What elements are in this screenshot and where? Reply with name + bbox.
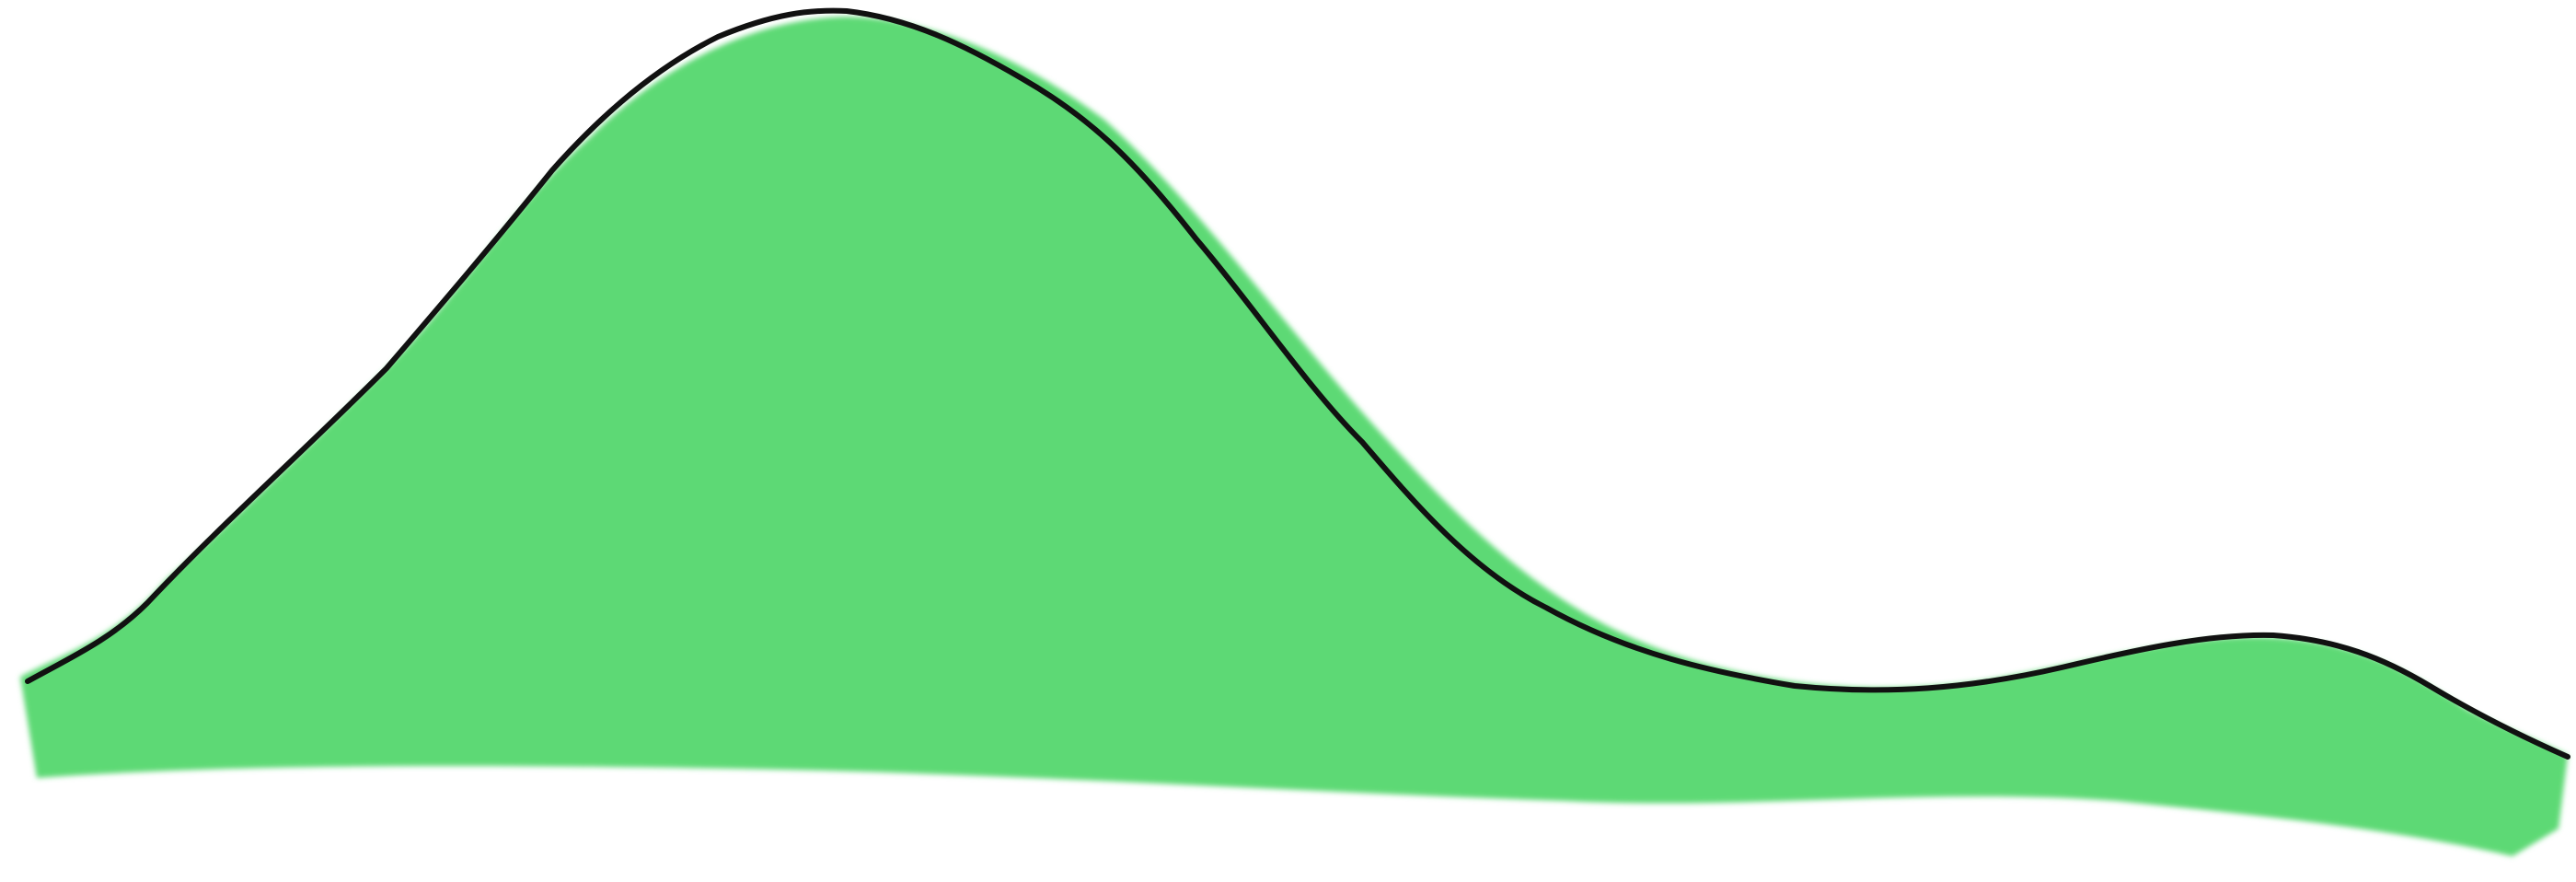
curve-outline <box>25 7 2570 760</box>
green-fill-area <box>20 17 2568 856</box>
